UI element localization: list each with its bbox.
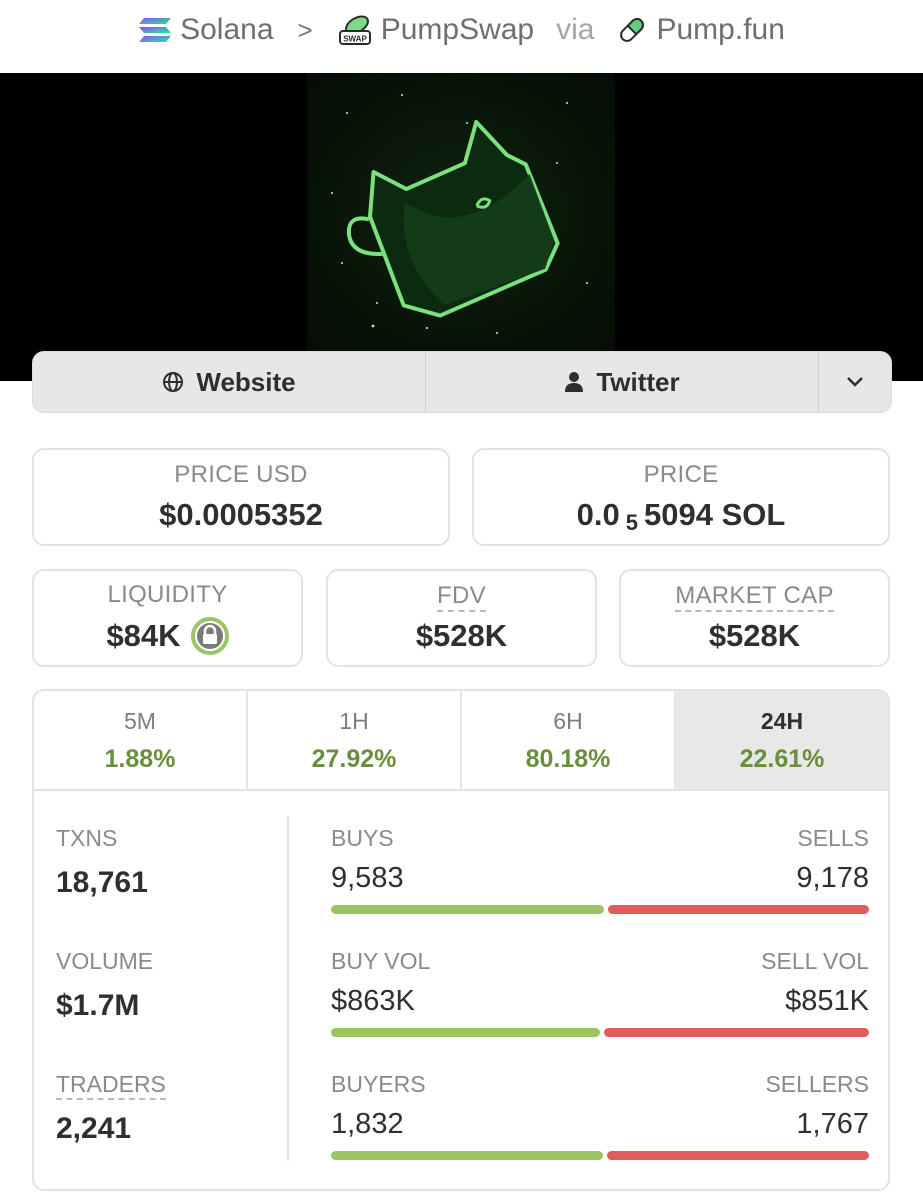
price-native-value: 0.0 5 5094 SOL (576, 497, 786, 535)
volume-value: $1.7M (56, 989, 140, 1022)
globe-icon (163, 372, 184, 392)
liquidity-label: LIQUIDITY (107, 581, 228, 608)
traders-label[interactable]: TRADERS (56, 1071, 166, 1100)
more-links-button[interactable] (819, 352, 891, 412)
buys-sells-bar (331, 905, 869, 914)
sell-vol-label: SELL VOL (761, 948, 869, 974)
sellers-value: 1,767 (796, 1108, 869, 1140)
txns-value: 18,761 (56, 866, 148, 899)
twitter-label: Twitter (596, 366, 680, 397)
txns-stat: TXNS 18,761 (56, 825, 148, 900)
price-usd-card: PRICE USD $0.0005352 (32, 448, 450, 546)
buy-vol-label: BUY VOL (331, 948, 431, 974)
period-tabs: 5M 1.88% 1H 27.92% 6H 80.18% 24H 22.61% (32, 689, 890, 791)
period-label: 6H (553, 708, 583, 734)
period-change: 80.18% (525, 745, 611, 773)
period-change: 27.92% (311, 745, 397, 773)
price-native-prefix: 0.0 (576, 497, 620, 532)
chain-name: Solana (180, 13, 274, 46)
cat-artwork-image (331, 94, 588, 334)
tab-6h[interactable]: 6H 80.18% (462, 691, 676, 791)
price-native-card: PRICE 0.0 5 5094 SOL (472, 448, 890, 546)
launchpad-name: Pump.fun (656, 13, 785, 46)
breadcrumb: Solana > SWAP PumpSwap via Pump.fun (0, 0, 923, 60)
period-label: 5M (124, 708, 156, 734)
breadcrumb-launchpad[interactable]: Pump.fun (616, 13, 785, 47)
volume-label: VOLUME (56, 948, 154, 974)
tab-5m[interactable]: 5M 1.88% (34, 691, 248, 791)
sells-label: SELLS (797, 825, 869, 851)
via-label: via (556, 13, 595, 46)
person-icon (565, 372, 584, 392)
traders-value: 2,241 (56, 1112, 132, 1145)
buys-label: BUYS (331, 825, 394, 851)
sellers-label: SELLERS (765, 1071, 869, 1097)
buy-vol-value: $863K (331, 985, 415, 1017)
sell-vol-bar-segment (604, 1028, 869, 1037)
fdv-label[interactable]: FDV (437, 582, 486, 612)
stats-divider (287, 817, 289, 1161)
market-cap-value: $528K (708, 618, 801, 653)
price-usd-label: PRICE USD (174, 461, 308, 488)
breadcrumb-dex[interactable]: SWAP PumpSwap (337, 13, 534, 47)
buys-value: 9,583 (331, 862, 404, 894)
liquidity-value: $84K (106, 618, 181, 653)
tab-1h[interactable]: 1H 27.92% (248, 691, 462, 791)
breadcrumb-chain[interactable]: Solana (138, 13, 274, 47)
market-cap-card: MARKET CAP $528K (619, 569, 890, 667)
sells-value: 9,178 (796, 862, 869, 894)
stats-panel: TXNS 18,761 VOLUME $1.7M TRADERS 2,241 B… (32, 789, 890, 1191)
traders-bar (331, 1151, 869, 1160)
buys-sells-row: BUYS SELLS 9,583 9,178 (331, 825, 869, 914)
price-native-digits: 5094 SOL (644, 497, 786, 532)
solana-icon (139, 18, 172, 42)
breadcrumb-separator: > (297, 14, 313, 45)
price-native-label: PRICE (643, 461, 719, 488)
buyers-sellers-row: BUYERS SELLERS 1,832 1,767 (331, 1071, 869, 1160)
website-button[interactable]: Website (33, 352, 426, 412)
txns-label: TXNS (56, 825, 118, 851)
price-native-subscript: 5 (625, 510, 639, 535)
token-banner (0, 73, 923, 381)
tab-24h[interactable]: 24H 22.61% (676, 691, 888, 791)
dex-name: PumpSwap (380, 13, 535, 46)
buy-sell-volume-row: BUY VOL SELL VOL $863K $851K (331, 948, 869, 1037)
sellers-bar-segment (606, 1151, 869, 1160)
buyers-bar-segment (331, 1151, 603, 1160)
pill-icon (620, 18, 645, 42)
website-label: Website (196, 366, 296, 397)
links-bar: Website Twitter (32, 351, 892, 413)
token-artwork (307, 73, 615, 353)
volume-bar (331, 1028, 869, 1037)
buy-vol-bar-segment (331, 1028, 601, 1037)
sell-vol-value: $851K (785, 985, 869, 1017)
market-cap-label[interactable]: MARKET CAP (675, 582, 834, 612)
traders-stat: TRADERS 2,241 (56, 1071, 166, 1146)
lock-icon[interactable] (190, 617, 229, 655)
fdv-card: FDV $528K (326, 569, 597, 667)
pumpswap-badge-text: SWAP (343, 35, 367, 44)
period-change: 22.61% (739, 745, 825, 773)
volume-stat: VOLUME $1.7M (56, 948, 153, 1023)
buyers-value: 1,832 (331, 1108, 404, 1140)
price-usd-value: $0.0005352 (159, 497, 323, 532)
period-change: 1.88% (104, 745, 176, 773)
chevron-down-icon (847, 377, 863, 387)
pumpswap-icon: SWAP (338, 15, 371, 45)
liquidity-value-row: $84K (106, 617, 229, 655)
twitter-button[interactable]: Twitter (426, 352, 819, 412)
fdv-value: $528K (415, 618, 508, 653)
sells-bar-segment (607, 905, 869, 914)
liquidity-card: LIQUIDITY $84K (32, 569, 303, 667)
period-label: 24H (760, 708, 804, 734)
buys-bar-segment (331, 905, 604, 914)
buyers-label: BUYERS (331, 1071, 426, 1097)
period-label: 1H (339, 708, 369, 734)
